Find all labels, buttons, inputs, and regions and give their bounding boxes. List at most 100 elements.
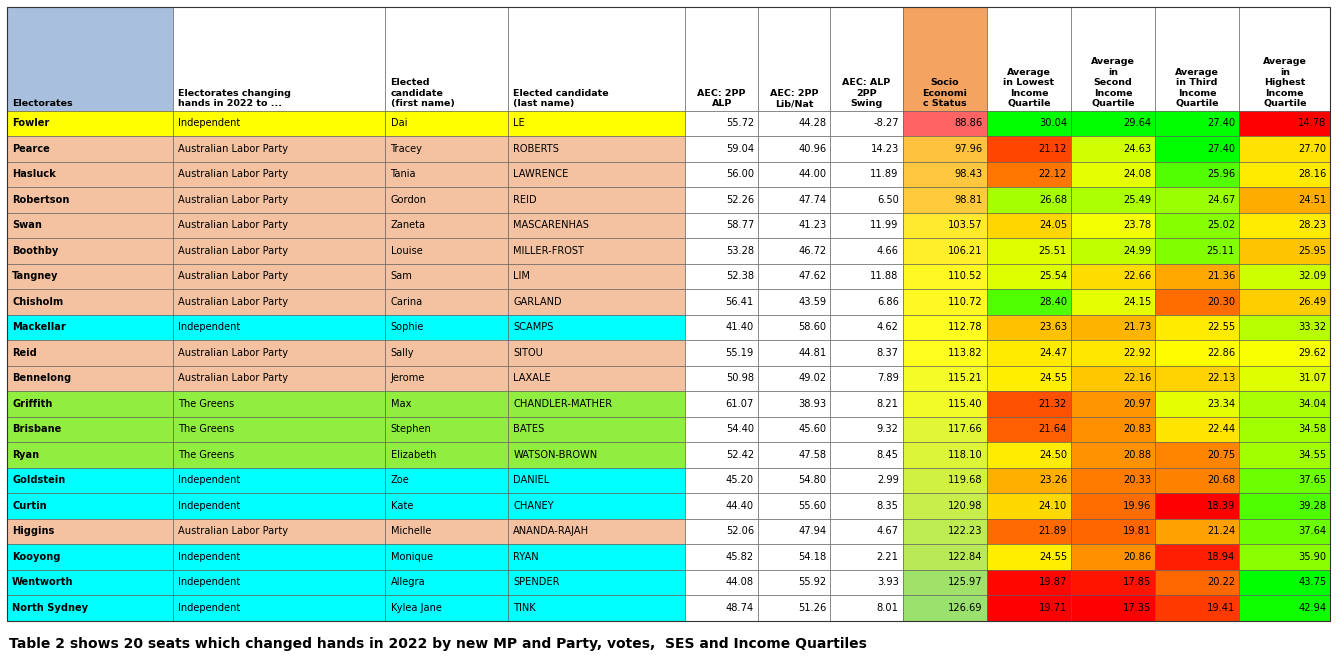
Text: Tania: Tania — [390, 170, 416, 179]
Bar — [1239, 315, 1330, 340]
Bar — [385, 442, 508, 468]
Text: AEC: ALP
2PP
Swing: AEC: ALP 2PP Swing — [842, 79, 890, 108]
Bar — [758, 442, 830, 468]
Bar — [686, 7, 758, 111]
Text: 50.98: 50.98 — [726, 374, 754, 383]
Text: 119.68: 119.68 — [948, 476, 983, 485]
Text: 103.57: 103.57 — [948, 221, 983, 230]
Bar — [1239, 519, 1330, 544]
Text: 54.18: 54.18 — [798, 552, 826, 562]
Text: 98.43: 98.43 — [955, 170, 983, 179]
Text: 38.93: 38.93 — [798, 399, 826, 409]
Bar — [1239, 213, 1330, 238]
Text: Independent: Independent — [178, 603, 241, 613]
Text: 22.86: 22.86 — [1207, 348, 1235, 358]
Bar — [1155, 391, 1239, 417]
Bar — [830, 213, 902, 238]
Bar — [987, 315, 1071, 340]
Text: Australian Labor Party: Australian Labor Party — [178, 348, 287, 358]
Bar — [758, 391, 830, 417]
Bar — [508, 442, 686, 468]
Text: 55.92: 55.92 — [798, 578, 826, 587]
Bar — [172, 238, 385, 264]
Text: Australian Labor Party: Australian Labor Party — [178, 144, 287, 154]
Text: REID: REID — [513, 195, 537, 205]
Bar — [385, 595, 508, 621]
Text: 61.07: 61.07 — [726, 399, 754, 409]
Bar — [758, 213, 830, 238]
Bar — [758, 417, 830, 442]
Text: 97.96: 97.96 — [955, 144, 983, 154]
Bar — [987, 289, 1071, 315]
Text: 59.04: 59.04 — [726, 144, 754, 154]
Bar — [1071, 264, 1155, 289]
Bar — [686, 340, 758, 366]
Text: Independent: Independent — [178, 552, 241, 562]
Text: Independent: Independent — [178, 476, 241, 485]
Text: Brisbane: Brisbane — [12, 425, 62, 434]
Text: Electorates: Electorates — [12, 99, 72, 108]
Text: SCAMPS: SCAMPS — [513, 323, 554, 332]
Text: 24.55: 24.55 — [1039, 552, 1067, 562]
Text: The Greens: The Greens — [178, 399, 234, 409]
Text: Ryan: Ryan — [12, 450, 39, 460]
Bar — [1239, 570, 1330, 595]
Bar — [508, 162, 686, 187]
Text: 24.10: 24.10 — [1039, 501, 1067, 511]
Text: Electorates changing
hands in 2022 to ...: Electorates changing hands in 2022 to ..… — [178, 89, 291, 108]
Text: 21.73: 21.73 — [1123, 323, 1151, 332]
Text: 115.21: 115.21 — [948, 374, 983, 383]
Bar — [508, 391, 686, 417]
Bar — [902, 595, 987, 621]
Text: Mackellar: Mackellar — [12, 323, 66, 332]
Text: Sam: Sam — [390, 272, 412, 281]
Bar — [987, 391, 1071, 417]
Bar — [1155, 7, 1239, 111]
Bar — [1155, 519, 1239, 544]
Bar — [902, 417, 987, 442]
Text: 47.74: 47.74 — [798, 195, 826, 205]
Bar — [1155, 315, 1239, 340]
Text: LIM: LIM — [513, 272, 529, 281]
Bar — [7, 315, 172, 340]
Text: 20.22: 20.22 — [1207, 578, 1235, 587]
Bar — [758, 7, 830, 111]
Text: 27.40: 27.40 — [1207, 144, 1235, 154]
Bar — [902, 468, 987, 493]
Bar — [1071, 340, 1155, 366]
Text: 24.15: 24.15 — [1123, 297, 1151, 307]
Bar — [508, 136, 686, 162]
Text: 20.75: 20.75 — [1207, 450, 1235, 460]
Text: 24.55: 24.55 — [1039, 374, 1067, 383]
Bar — [902, 111, 987, 136]
Text: 9.32: 9.32 — [877, 425, 898, 434]
Text: 58.60: 58.60 — [798, 323, 826, 332]
Bar — [1239, 544, 1330, 570]
Bar — [987, 417, 1071, 442]
Bar — [1071, 111, 1155, 136]
Text: 25.02: 25.02 — [1207, 221, 1235, 230]
Text: 20.68: 20.68 — [1207, 476, 1235, 485]
Bar — [830, 544, 902, 570]
Bar — [172, 519, 385, 544]
Bar — [172, 7, 385, 111]
Bar — [7, 213, 172, 238]
Text: 40.96: 40.96 — [798, 144, 826, 154]
Text: 20.83: 20.83 — [1123, 425, 1151, 434]
Text: 17.35: 17.35 — [1123, 603, 1151, 613]
Bar — [1155, 468, 1239, 493]
Text: 23.63: 23.63 — [1039, 323, 1067, 332]
Bar — [7, 595, 172, 621]
Text: 24.51: 24.51 — [1298, 195, 1326, 205]
Text: 4.66: 4.66 — [877, 246, 898, 256]
Text: 37.64: 37.64 — [1298, 527, 1326, 536]
Text: 55.72: 55.72 — [726, 119, 754, 128]
Text: 44.00: 44.00 — [798, 170, 826, 179]
Text: 8.21: 8.21 — [877, 399, 898, 409]
Bar — [686, 213, 758, 238]
Bar — [385, 213, 508, 238]
Bar — [1155, 289, 1239, 315]
Bar — [508, 595, 686, 621]
Bar — [1239, 7, 1330, 111]
Text: Fowler: Fowler — [12, 119, 49, 128]
